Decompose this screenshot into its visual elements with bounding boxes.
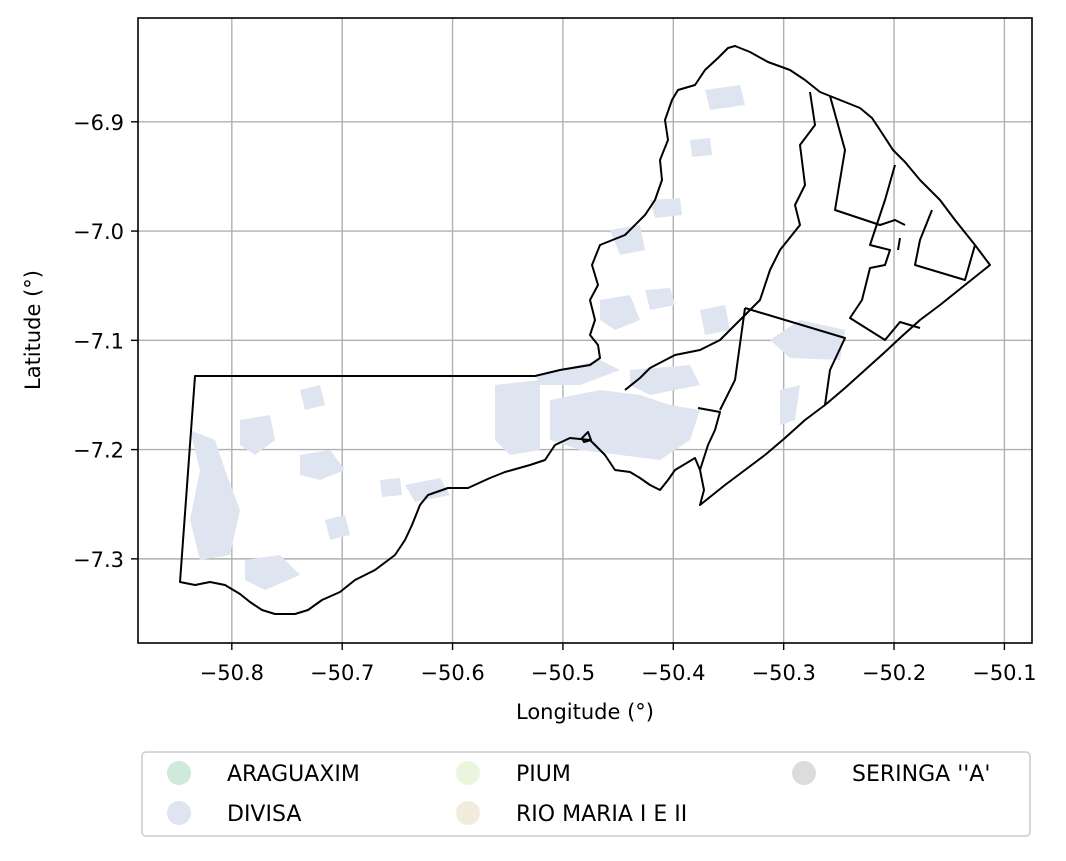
legend-marker-rio-maria [456, 801, 480, 825]
axes-frame [137, 17, 1033, 644]
legend-label-pium: PIUM [516, 762, 571, 787]
x-axis-label: Longitude (°) [516, 700, 654, 724]
x-tick-label: −50.5 [531, 661, 595, 685]
internal-boundary-4 [719, 307, 746, 411]
y-tick-label: −7.1 [73, 329, 124, 353]
y-tick-label: −7.2 [73, 439, 124, 463]
x-tick-label: −50.2 [862, 661, 926, 685]
x-tick-label: −50.1 [972, 661, 1036, 685]
legend-label-seringa: SERINGA ''A' [852, 762, 990, 787]
y-axis-label: Latitude (°) [21, 270, 45, 390]
internal-boundary-1 [624, 91, 816, 391]
y-axis-ticks: −6.9 −7.0 −7.1 −7.2 −7.3 [73, 111, 138, 572]
legend-label-divisa: DIVISA [227, 802, 301, 827]
internal-boundary-7 [914, 209, 976, 281]
legend-marker-araguaxim [167, 761, 191, 785]
grid-lines [138, 18, 1032, 643]
legend-marker-seringa [792, 761, 816, 785]
x-tick-label: −50.8 [200, 661, 264, 685]
x-tick-label: −50.7 [310, 661, 374, 685]
x-axis-ticks: −50.8 −50.7 −50.6 −50.5 −50.4 −50.3 −50.2 −50.1 [200, 643, 1037, 685]
y-tick-label: −7.0 [73, 220, 124, 244]
x-tick-label: −50.3 [751, 661, 815, 685]
legend-marker-divisa [167, 801, 191, 825]
internal-boundary-2 [697, 407, 721, 471]
internal-boundary-8 [897, 237, 901, 251]
legend-label-rio-maria: RIO MARIA I E II [516, 802, 687, 827]
legend-label-araguaxim: ARAGUAXIM [227, 762, 360, 787]
divisa-patches [190, 85, 845, 590]
legend: ARAGUAXIM DIVISA PIUM RIO MARIA I E II S… [141, 751, 1031, 837]
internal-boundary-5 [829, 95, 906, 226]
internal-boundary-9 [581, 431, 592, 443]
map-layer [179, 45, 991, 615]
internal-boundary-3 [744, 307, 846, 406]
y-tick-label: −7.3 [73, 548, 124, 572]
y-tick-label: −6.9 [73, 111, 124, 135]
municipality-boundary [179, 45, 991, 615]
legend-marker-pium [456, 761, 480, 785]
x-tick-label: −50.4 [641, 661, 705, 685]
internal-boundary-6 [849, 164, 921, 341]
x-tick-label: −50.6 [420, 661, 484, 685]
